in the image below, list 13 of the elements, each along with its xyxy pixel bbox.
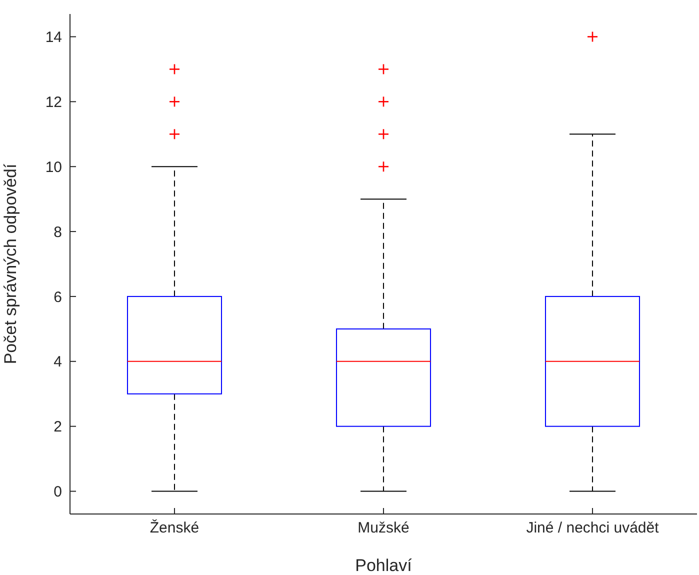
y-tick-label: 0 [54,484,62,501]
x-tick-label: Ženské [150,518,200,537]
y-axis-title: Počet správných odpovědí [1,164,20,364]
y-tick-label: 12 [45,94,62,111]
y-tick-label: 14 [45,29,62,46]
y-tick-label: 2 [54,418,62,436]
y-tick-label: 4 [54,354,62,371]
x-tick-label: Jiné / nechci uvádět [526,520,660,537]
y-tick-label: 6 [54,288,62,306]
y-tick-label: 10 [45,158,62,176]
x-axis-title: Pohlaví [355,556,412,575]
y-tick-label: 8 [54,224,62,241]
x-tick-label: Mužské [358,520,410,537]
